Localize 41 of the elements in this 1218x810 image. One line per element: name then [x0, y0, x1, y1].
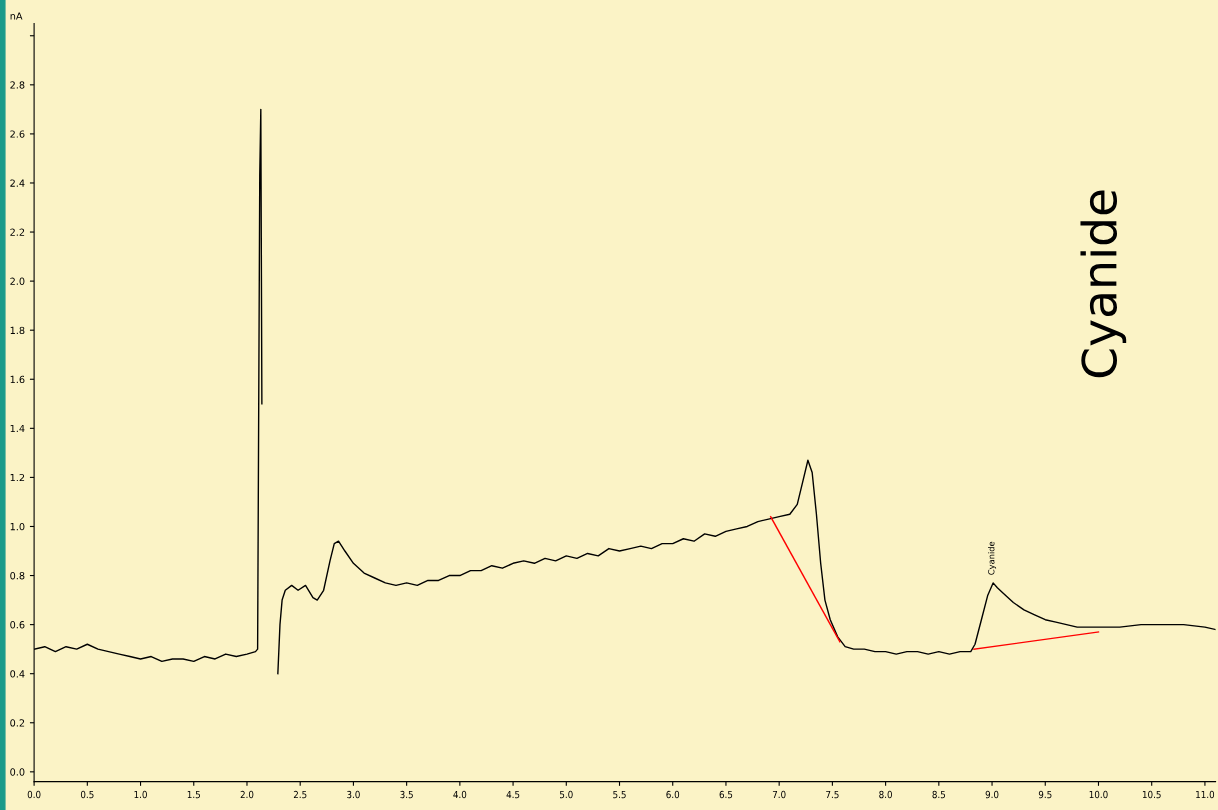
y-tick-label: 2.4 — [10, 179, 25, 187]
x-tick-label: 8.5 — [932, 790, 946, 799]
x-tick-label: 2.5 — [293, 790, 307, 799]
annotation: Cyanide — [1080, 190, 1127, 378]
annotation: Cyanide — [988, 541, 997, 575]
y-tick-label: 1.0 — [10, 522, 25, 531]
x-tick-label: 10.5 — [1142, 790, 1161, 799]
x-tick-label: 11.0 — [1196, 790, 1215, 799]
y-axis-title: nA — [10, 12, 23, 20]
x-tick-label: 9.0 — [985, 790, 999, 799]
x-tick-label: 1.5 — [187, 790, 200, 799]
y-tick-label: 1.4 — [10, 424, 25, 433]
y-tick-label: 1.2 — [10, 473, 25, 482]
y-tick-label: 0.2 — [10, 719, 25, 727]
x-tick-label: 3.0 — [347, 790, 360, 799]
x-tick-label: 9.5 — [1038, 790, 1052, 799]
x-tick-label: 4.5 — [506, 790, 520, 799]
x-tick-label: 6.0 — [666, 790, 680, 799]
x-tick-label: 7.5 — [826, 790, 839, 799]
y-tick-label: 0.6 — [10, 621, 25, 629]
y-tick-label: 0.8 — [10, 572, 25, 580]
y-tick-label: 2.0 — [10, 277, 25, 285]
x-tick-label: 10.0 — [1089, 790, 1108, 799]
x-tick-label: 5.5 — [613, 790, 626, 799]
y-tick-label: 1.6 — [10, 375, 25, 384]
x-tick-label: 0.0 — [27, 790, 41, 799]
y-tick-label: 0.0 — [10, 768, 25, 776]
x-tick-label: 8.0 — [879, 790, 892, 799]
x-tick-label: 4.0 — [453, 790, 467, 799]
y-tick-label: 2.6 — [10, 130, 25, 138]
y-tick-label: 1.8 — [10, 326, 25, 335]
x-tick-label: 1.0 — [134, 790, 147, 799]
y-tick-label: 2.8 — [10, 81, 25, 89]
y-tick-label: 2.2 — [10, 228, 25, 236]
x-tick-label: 2.0 — [240, 790, 254, 799]
x-tick-label: 5.0 — [560, 790, 573, 799]
x-tick-label: 3.5 — [400, 790, 413, 799]
x-tick-label: 6.5 — [719, 790, 733, 799]
x-tick-label: 0.5 — [80, 790, 94, 799]
y-tick-label: 0.4 — [10, 670, 25, 678]
x-tick-label: 7.0 — [772, 790, 786, 799]
